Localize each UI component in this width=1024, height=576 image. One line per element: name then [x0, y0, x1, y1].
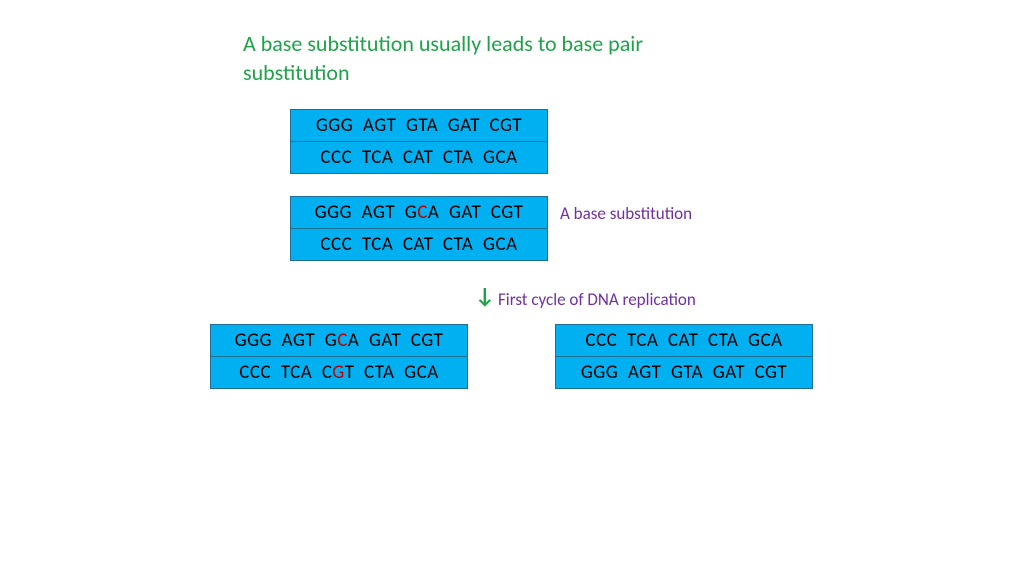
seq-row: GGG AGT GTA GAT CGT: [555, 357, 813, 389]
seq-row: CCC TCA CGT CTA GCA: [210, 357, 468, 389]
label-replication: First cycle of DNA replication: [498, 289, 696, 310]
label-substitution: A base substitution: [560, 203, 692, 224]
highlighted-base: G: [332, 361, 344, 384]
seq-row: GGG AGT GCA GAT CGT: [210, 324, 468, 357]
seq-block-rep_right: CCC TCA CAT CTA GCAGGG AGT GTA GAT CGT: [555, 324, 813, 389]
seq-row: GGG AGT GCA GAT CGT: [290, 196, 548, 229]
seq-block-substituted: GGG AGT GCA GAT CGTCCC TCA CAT CTA GCA: [290, 196, 548, 261]
highlighted-base: C: [337, 329, 348, 352]
highlighted-base: C: [417, 201, 428, 224]
arrow-down-icon: ↓: [475, 282, 495, 309]
seq-row: GGG AGT GTA GAT CGT: [290, 109, 548, 142]
seq-row: CCC TCA CAT CTA GCA: [290, 229, 548, 261]
seq-block-original: GGG AGT GTA GAT CGTCCC TCA CAT CTA GCA: [290, 109, 548, 174]
diagram-title: A base substitution usually leads to bas…: [243, 30, 723, 87]
seq-row: CCC TCA CAT CTA GCA: [555, 324, 813, 357]
seq-row: CCC TCA CAT CTA GCA: [290, 142, 548, 174]
seq-block-rep_left: GGG AGT GCA GAT CGTCCC TCA CGT CTA GCA: [210, 324, 468, 389]
